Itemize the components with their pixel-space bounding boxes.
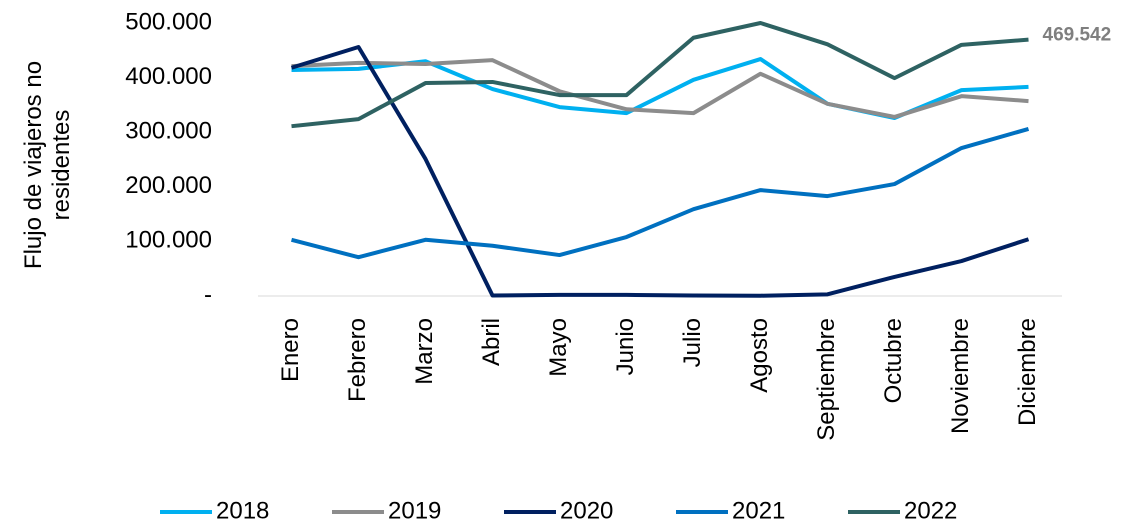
series-line <box>290 45 1030 298</box>
x-tick-label: Septiembre <box>813 318 840 441</box>
y-tick-label: 100.000 <box>125 227 212 254</box>
legend-label: 2018 <box>216 497 269 524</box>
x-tick-label: Julio <box>679 318 706 367</box>
y-axis-label: Flujo de viajeros no residentes <box>20 60 75 270</box>
x-tick-label: Agosto <box>746 318 773 393</box>
series-line <box>290 127 1030 260</box>
x-tick-label: Mayo <box>545 318 572 377</box>
x-tick-label: Febrero <box>344 318 371 402</box>
y-tick-label: - <box>204 281 212 308</box>
data-label: 469.542 <box>1043 25 1112 46</box>
series-line <box>291 58 1029 119</box>
x-tick-label: Octubre <box>880 318 907 403</box>
x-tick-label: Noviembre <box>947 318 974 434</box>
legend-label: 2020 <box>560 497 613 524</box>
y-tick-label: 500.000 <box>125 8 212 35</box>
y-tick-label: 200.000 <box>125 172 212 199</box>
legend-label: 2022 <box>904 497 957 524</box>
x-tick-label: Diciembre <box>1014 318 1041 426</box>
legend-label: 2019 <box>388 497 441 524</box>
y-tick-label: 300.000 <box>125 118 212 145</box>
legend-label: 2021 <box>732 497 785 524</box>
y-tick-label: 400.000 <box>125 63 212 90</box>
series-line <box>291 21 1029 129</box>
x-tick-label: Abril <box>478 318 505 366</box>
x-tick-label: Junio <box>612 318 639 375</box>
x-tick-label: Enero <box>277 318 304 382</box>
x-tick-label: Marzo <box>411 318 438 385</box>
